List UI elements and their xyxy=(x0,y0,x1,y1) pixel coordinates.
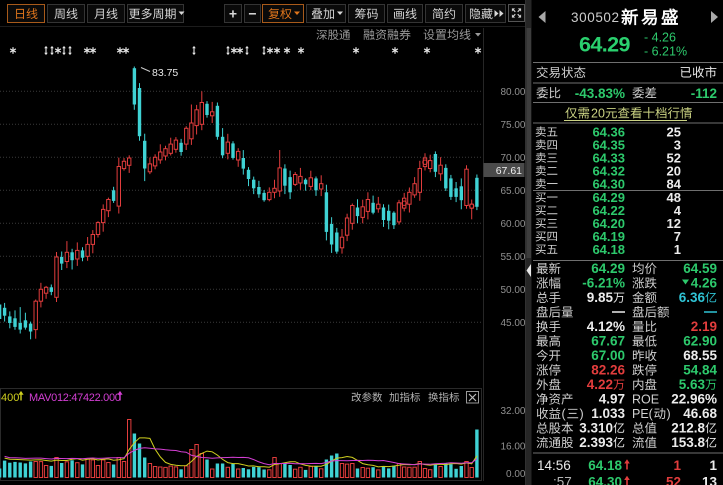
svg-text:82.26: 82.26 xyxy=(591,363,625,378)
svg-text:400: 400 xyxy=(1,392,19,404)
svg-text:PE(: PE( xyxy=(632,407,654,421)
svg-text:25: 25 xyxy=(667,124,681,139)
svg-text:-43.83%: -43.83% xyxy=(575,86,625,101)
svg-text:67.67: 67.67 xyxy=(591,334,625,349)
svg-text:64.18: 64.18 xyxy=(592,242,625,257)
svg-text:7: 7 xyxy=(674,229,681,244)
svg-text:75.00: 75.00 xyxy=(500,120,525,131)
svg-text:67.61: 67.61 xyxy=(496,165,522,177)
svg-text:3.310: 3.310 xyxy=(579,421,613,436)
svg-text:12: 12 xyxy=(667,216,681,231)
svg-text:65.00: 65.00 xyxy=(500,186,525,197)
svg-text:64.32: 64.32 xyxy=(592,163,625,178)
svg-text:64.20: 64.20 xyxy=(592,216,625,231)
svg-text:2.19: 2.19 xyxy=(691,319,717,334)
svg-text:−: − xyxy=(248,6,256,22)
svg-text:4.12%: 4.12% xyxy=(587,319,625,334)
svg-text:1: 1 xyxy=(673,458,681,473)
svg-text:153.8: 153.8 xyxy=(671,435,705,450)
svg-text:70.00: 70.00 xyxy=(500,153,525,164)
svg-text:-6.21%: -6.21% xyxy=(582,276,625,291)
svg-text:46.68: 46.68 xyxy=(683,406,717,421)
svg-text:84: 84 xyxy=(667,176,682,191)
svg-text:55.00: 55.00 xyxy=(500,252,525,263)
svg-text:48: 48 xyxy=(667,190,681,205)
svg-text:1: 1 xyxy=(709,458,717,473)
svg-text:68.55: 68.55 xyxy=(683,348,717,363)
svg-text:64.29: 64.29 xyxy=(579,33,630,57)
svg-text:64.29: 64.29 xyxy=(592,190,625,205)
svg-text:300502: 300502 xyxy=(571,10,620,25)
svg-text:52: 52 xyxy=(667,150,681,165)
svg-text:1.033: 1.033 xyxy=(591,406,625,421)
svg-text:20: 20 xyxy=(591,107,605,121)
svg-text:67.00: 67.00 xyxy=(591,348,625,363)
svg-text:2.393: 2.393 xyxy=(579,435,613,450)
svg-text:(: ( xyxy=(562,407,567,421)
svg-text:16.00: 16.00 xyxy=(500,441,525,452)
svg-text:-112: -112 xyxy=(691,86,717,101)
svg-text:64.19: 64.19 xyxy=(592,229,625,244)
svg-text:64.59: 64.59 xyxy=(683,261,717,276)
svg-text:1: 1 xyxy=(674,242,681,257)
svg-text:ROE: ROE xyxy=(632,393,659,407)
svg-text:4.97: 4.97 xyxy=(599,392,625,407)
svg-text:64.30: 64.30 xyxy=(592,176,625,191)
svg-text:14:56: 14:56 xyxy=(537,458,571,473)
svg-text:212.8: 212.8 xyxy=(671,421,705,436)
svg-text:13: 13 xyxy=(702,475,718,485)
svg-text:64.35: 64.35 xyxy=(592,137,625,152)
svg-text:): ) xyxy=(580,407,584,421)
svg-text:): ) xyxy=(667,407,671,421)
svg-text:64.29: 64.29 xyxy=(591,261,625,276)
svg-text:MAV012:47422.000: MAV012:47422.000 xyxy=(29,392,121,404)
svg-text:32.00: 32.00 xyxy=(500,406,525,417)
svg-text:64.18: 64.18 xyxy=(588,458,622,473)
svg-text:4: 4 xyxy=(674,203,682,218)
svg-text:80.00: 80.00 xyxy=(500,87,525,98)
svg-text:64.30: 64.30 xyxy=(588,475,622,485)
svg-text:- 6.21%: - 6.21% xyxy=(644,45,687,59)
svg-text:60.00: 60.00 xyxy=(500,219,525,230)
svg-text:54.84: 54.84 xyxy=(683,363,717,378)
svg-text:0.00: 0.00 xyxy=(506,469,526,480)
svg-text:20: 20 xyxy=(667,163,681,178)
svg-text:64.22: 64.22 xyxy=(592,203,625,218)
svg-text:62.90: 62.90 xyxy=(683,334,717,349)
svg-text:45.00: 45.00 xyxy=(500,318,525,329)
svg-text:52: 52 xyxy=(666,475,681,485)
svg-text:9.85: 9.85 xyxy=(587,290,614,305)
svg-text:- 4.26: - 4.26 xyxy=(644,31,676,45)
svg-text:4.22: 4.22 xyxy=(587,377,613,392)
svg-text:22.96%: 22.96% xyxy=(671,392,717,407)
svg-text:+: + xyxy=(229,6,237,22)
svg-text:64.33: 64.33 xyxy=(592,150,625,165)
svg-text::57: :57 xyxy=(553,474,572,485)
svg-text:50.00: 50.00 xyxy=(500,285,525,296)
svg-text:5.63: 5.63 xyxy=(679,377,706,392)
svg-text:64.36: 64.36 xyxy=(592,124,625,139)
svg-text:3: 3 xyxy=(674,137,681,152)
svg-text:83.75: 83.75 xyxy=(152,67,178,79)
svg-text:4.26: 4.26 xyxy=(691,276,718,291)
svg-text:6.36: 6.36 xyxy=(679,290,706,305)
